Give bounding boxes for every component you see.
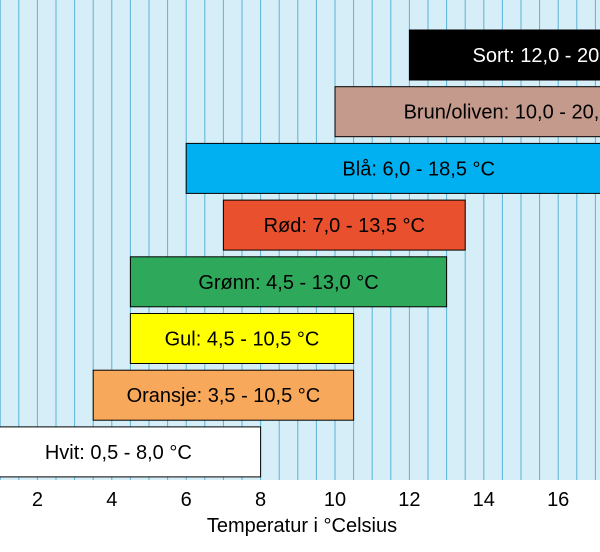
- range-bar: Rød: 7,0 - 13,5 °C: [222, 199, 466, 251]
- range-bar: Sort: 12,0 - 20,0 °C: [408, 29, 600, 81]
- range-bar-rect: [0, 426, 262, 478]
- range-bar-rect: [222, 199, 466, 251]
- x-tick-label: 16: [547, 489, 569, 511]
- x-tick-label: 12: [398, 489, 420, 511]
- range-bar-rect: [129, 256, 448, 308]
- bar-label: Blå: 6,0 - 18,5 °C: [342, 158, 495, 180]
- bar-label: Brun/oliven: 10,0 - 20,0 °C: [404, 102, 600, 124]
- x-tick-label: 2: [32, 489, 43, 511]
- x-axis-ticks: 24681012141618: [32, 489, 569, 511]
- range-bar-rect: [92, 369, 355, 421]
- x-tick-label: 10: [324, 489, 346, 511]
- x-axis-title: Temperatur i °Celsius: [207, 515, 397, 537]
- range-bar-rect: [185, 142, 600, 194]
- range-bar-rect: [408, 29, 600, 81]
- range-bar: Oransje: 3,5 - 10,5 °C: [92, 369, 355, 421]
- bar-label: Gul: 4,5 - 10,5 °C: [165, 329, 320, 351]
- range-bar: Grønn: 4,5 - 13,0 °C: [129, 256, 448, 308]
- range-bar: Brun/oliven: 10,0 - 20,0 °C: [334, 86, 600, 138]
- bar-label: Grønn: 4,5 - 13,0 °C: [198, 272, 378, 294]
- bar-label: Oransje: 3,5 - 10,5 °C: [127, 385, 321, 407]
- range-bar: Blå: 6,0 - 18,5 °C: [185, 142, 600, 194]
- x-tick-label: 4: [106, 489, 117, 511]
- bars: Sort: 12,0 - 20,0 °C Brun/oliven: 10,0 - …: [0, 29, 600, 478]
- range-bar-rect: [334, 86, 600, 138]
- range-bar-rect: [129, 313, 355, 364]
- range-bar: Hvit: 0,5 - 8,0 °C: [0, 426, 262, 478]
- bar-label: Sort: 12,0 - 20,0 °C: [472, 45, 600, 67]
- x-tick-label: 6: [181, 489, 192, 511]
- range-bar: Gul: 4,5 - 10,5 °C: [129, 313, 355, 364]
- x-tick-label: 8: [255, 489, 266, 511]
- x-tick-label: 14: [473, 489, 495, 511]
- bar-label: Rød: 7,0 - 13,5 °C: [264, 215, 425, 237]
- bar-label: Hvit: 0,5 - 8,0 °C: [45, 442, 192, 464]
